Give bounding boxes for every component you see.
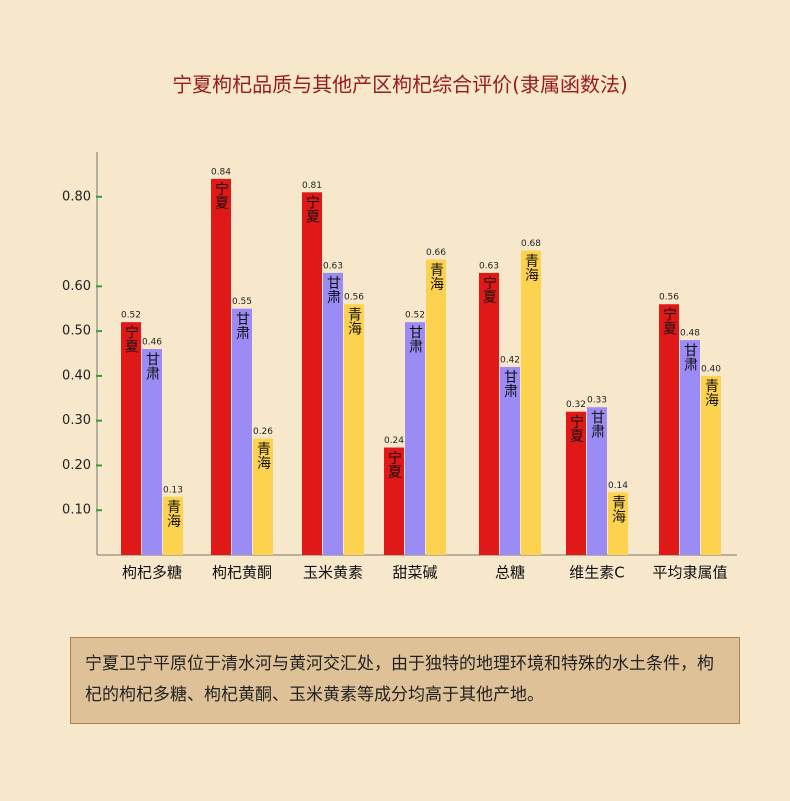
y-tick-label: 0.20 [62,458,91,473]
bar [344,304,364,555]
y-tick-label: 0.50 [62,324,91,339]
value-label: 0.68 [521,239,541,249]
bar [211,178,231,555]
bar [323,272,343,555]
series-label: 宁夏 [568,414,584,443]
series-label: 宁夏 [661,307,677,336]
y-tick-label: 0.40 [62,368,91,383]
value-label: 0.63 [323,261,343,271]
value-label: 0.46 [142,338,162,348]
bar [701,375,721,555]
chart: 宁夏枸杞品质与其他产区枸杞综合评价(隶属函数法) 0.10 0.20 0.30 0.4… [62,73,737,582]
bar [608,492,628,555]
value-label: 0.56 [344,293,364,303]
bar [253,438,273,555]
series-label: 宁夏 [304,195,320,224]
value-label: 0.26 [253,427,273,437]
bar [405,322,425,555]
series-label: 青海 [610,495,626,523]
series-label: 青海 [165,500,181,528]
bar [121,322,141,555]
value-label: 0.14 [608,481,628,491]
series-label: 甘肃 [589,410,605,438]
bar [680,340,700,555]
y-tick-label: 0.30 [62,413,91,428]
x-tick-label: 维生素C [569,564,624,582]
value-label: 0.33 [587,396,607,406]
value-label: 0.55 [232,297,252,307]
bar [426,259,446,555]
value-label: 0.32 [566,400,586,410]
bar [521,250,541,555]
series-label: 宁夏 [481,275,497,304]
value-label: 0.24 [384,436,404,446]
value-label: 0.81 [302,181,322,191]
bar [659,304,679,555]
series-label: 青海 [703,379,719,407]
series-label: 青海 [255,442,271,470]
series-label: 甘肃 [682,343,698,371]
series-label: 青海 [523,254,539,282]
series-label: 青海 [346,307,362,335]
value-label: 0.56 [659,293,679,303]
bar [163,496,183,555]
y-tick-label: 0.60 [62,279,91,294]
bar [587,407,607,555]
series-label: 甘肃 [325,276,341,304]
bar [142,349,162,555]
series-label: 甘肃 [144,352,160,380]
y-tick-label: 0.80 [62,189,91,204]
value-label: 0.48 [680,329,700,339]
value-label: 0.52 [121,311,141,321]
x-tick-label: 枸杞黄酮 [212,564,272,582]
x-tick-label: 总糖 [495,564,525,582]
x-tick-label: 枸杞多糖 [122,564,182,582]
value-label: 0.84 [211,167,231,177]
series-label: 甘肃 [234,312,250,340]
chart-title: 宁夏枸杞品质与其他产区枸杞综合评价(隶属函数法) [172,73,628,97]
bar [232,308,252,555]
bar [500,366,520,555]
value-label: 0.66 [426,248,446,258]
x-tick-label: 平均隶属值 [652,564,727,582]
y-tick-label: 0.10 [62,503,91,518]
series-label: 甘肃 [407,325,423,353]
x-tick-label: 甜菜碱 [392,564,437,582]
bar [384,447,404,555]
bar [302,192,322,556]
value-label: 0.63 [479,261,499,271]
note: 宁夏卫宁平原位于清水河与黄河交汇处，由于独特的地理环境和特殊的水土条件，枸杞的枸… [70,637,740,724]
value-label: 0.40 [701,364,721,374]
value-label: 0.52 [405,311,425,321]
series-label: 青海 [428,262,444,290]
series-label: 甘肃 [502,370,518,398]
value-label: 0.42 [500,355,520,365]
series-label: 宁夏 [123,324,139,353]
bar [479,272,499,555]
bar [566,411,586,555]
x-tick-label: 玉米黄素 [303,564,363,582]
series-label: 宁夏 [386,450,402,479]
value-label: 0.13 [163,485,183,495]
series-label: 宁夏 [213,181,229,210]
